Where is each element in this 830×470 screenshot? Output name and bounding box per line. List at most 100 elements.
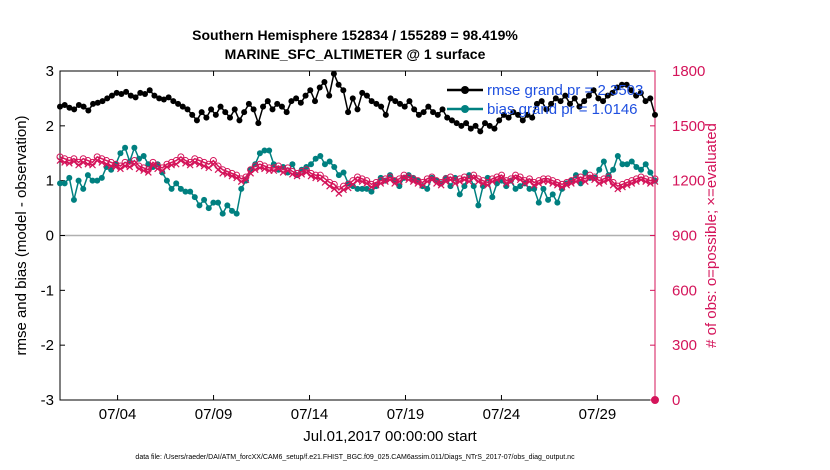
- data-point-obs-evaluated: [75, 161, 83, 169]
- data-point-obs-evaluated: [358, 178, 366, 186]
- data-point-obs-evaluated: [521, 179, 529, 187]
- data-point-bias: [289, 161, 296, 168]
- data-point-obs-evaluated: [623, 181, 631, 189]
- data-point-rmse: [609, 89, 616, 96]
- data-point-obs-evaluated: [386, 176, 394, 184]
- y-left-tick-label: 2: [46, 118, 54, 135]
- data-point-obs-evaluated: [507, 178, 515, 186]
- data-point-bias: [335, 172, 342, 179]
- data-point-bias: [201, 196, 208, 203]
- data-point-rmse: [571, 95, 578, 102]
- data-point-bias: [308, 161, 315, 168]
- data-point-bias: [317, 152, 324, 159]
- data-point-rmse: [557, 98, 564, 105]
- data-point-bias: [98, 174, 105, 181]
- legend-label-rmse: rmse grand pr = 2.3503: [487, 82, 643, 99]
- data-point-bias: [354, 185, 361, 192]
- data-point-rmse: [628, 87, 635, 94]
- data-point-rmse: [486, 122, 493, 129]
- data-point-bias: [256, 150, 263, 157]
- data-point-bias: [633, 163, 640, 170]
- data-point-bias: [326, 158, 333, 165]
- data-point-obs-evaluated: [572, 178, 580, 186]
- data-point-obs-evaluated: [479, 179, 487, 187]
- y-left-tick-label: -1: [41, 282, 54, 299]
- data-point-rmse: [123, 88, 130, 95]
- data-point-rmse: [66, 104, 73, 111]
- data-point-bias: [638, 166, 645, 173]
- y-left-tick-label: -3: [41, 392, 54, 409]
- data-point-bias: [196, 202, 203, 209]
- data-point-rmse: [637, 89, 644, 96]
- data-point-obs-evaluated: [646, 179, 654, 187]
- chart-title-line2: MARINE_SFC_ALTIMETER @ 1 surface: [224, 46, 486, 62]
- x-axis-label: Jul.01,2017 00:00:00 start: [303, 428, 477, 445]
- data-point-obs-evaluated: [196, 160, 203, 168]
- data-point-rmse: [151, 92, 158, 99]
- data-point-obs-evaluated: [549, 179, 557, 187]
- data-point-rmse: [590, 87, 597, 94]
- data-point-rmse: [642, 98, 649, 105]
- data-point-rmse: [189, 111, 196, 118]
- data-point-rmse: [411, 106, 418, 113]
- data-point-rmse: [241, 109, 248, 116]
- data-point-bias: [266, 147, 273, 154]
- data-point-obs-evaluated: [368, 183, 375, 191]
- data-point-bias: [396, 183, 403, 190]
- data-point-bias: [238, 185, 245, 192]
- data-point-obs-evaluated: [103, 160, 110, 168]
- data-point-rmse: [453, 120, 460, 127]
- data-point-obs-evaluated: [335, 190, 343, 197]
- data-point-obs-evaluated: [563, 181, 571, 189]
- data-point-rmse: [57, 103, 63, 110]
- data-point-rmse: [316, 84, 323, 91]
- y-left-tick-label: 0: [46, 228, 54, 245]
- data-point-obs-evaluated: [56, 157, 64, 164]
- data-point-rmse: [302, 92, 309, 99]
- data-point-rmse: [127, 92, 134, 99]
- data-point-bias: [228, 207, 235, 214]
- data-point-obs-evaluated: [428, 176, 436, 184]
- data-point-bias: [173, 180, 180, 187]
- data-point-obs-evaluated: [372, 181, 380, 189]
- data-point-rmse: [198, 109, 205, 116]
- data-point-obs-evaluated: [414, 179, 422, 187]
- y-right-axis-label: # of obs: o=possible; ×=evaluated: [703, 123, 720, 348]
- data-point-obs-evaluated: [600, 178, 608, 186]
- data-point-bias: [261, 147, 268, 154]
- data-point-obs-evaluated: [177, 157, 185, 164]
- data-point-bias: [331, 163, 338, 170]
- data-point-bias: [647, 169, 654, 176]
- data-point-rmse: [519, 117, 526, 124]
- data-point-rmse: [363, 92, 370, 99]
- data-point-rmse: [75, 101, 82, 108]
- data-point-rmse: [212, 111, 219, 118]
- data-point-bias: [526, 185, 533, 192]
- y-right-tick-label: 600: [672, 282, 697, 299]
- data-point-bias: [187, 188, 194, 195]
- data-point-obs-evaluated: [284, 167, 292, 175]
- data-point-bias: [75, 177, 82, 184]
- data-point-rmse: [425, 103, 432, 110]
- data-point-rmse: [562, 92, 569, 99]
- data-point-obs-evaluated: [493, 176, 501, 184]
- data-point-obs-evaluated: [586, 174, 594, 182]
- data-point-rmse: [274, 100, 281, 107]
- data-point-rmse: [524, 111, 531, 118]
- data-point-bias: [177, 185, 184, 192]
- data-point-rmse: [236, 117, 243, 124]
- data-point-rmse: [217, 103, 224, 110]
- data-file-footer: data file: /Users/raeder/DAI/ATM_forcXX/…: [135, 454, 575, 461]
- x-tick-label: 07/04: [99, 406, 137, 423]
- data-point-obs-evaluated: [498, 174, 506, 182]
- data-point-bias: [642, 161, 649, 168]
- data-point-obs-evaluated: [632, 178, 640, 186]
- data-point-obs-evaluated: [144, 169, 152, 176]
- data-point-obs-evaluated: [228, 172, 236, 180]
- data-point-bias: [215, 199, 222, 206]
- data-point-rmse: [382, 111, 389, 118]
- data-point-rmse: [472, 122, 479, 129]
- data-point-rmse: [533, 100, 540, 107]
- data-point-obs-evaluated: [544, 178, 552, 186]
